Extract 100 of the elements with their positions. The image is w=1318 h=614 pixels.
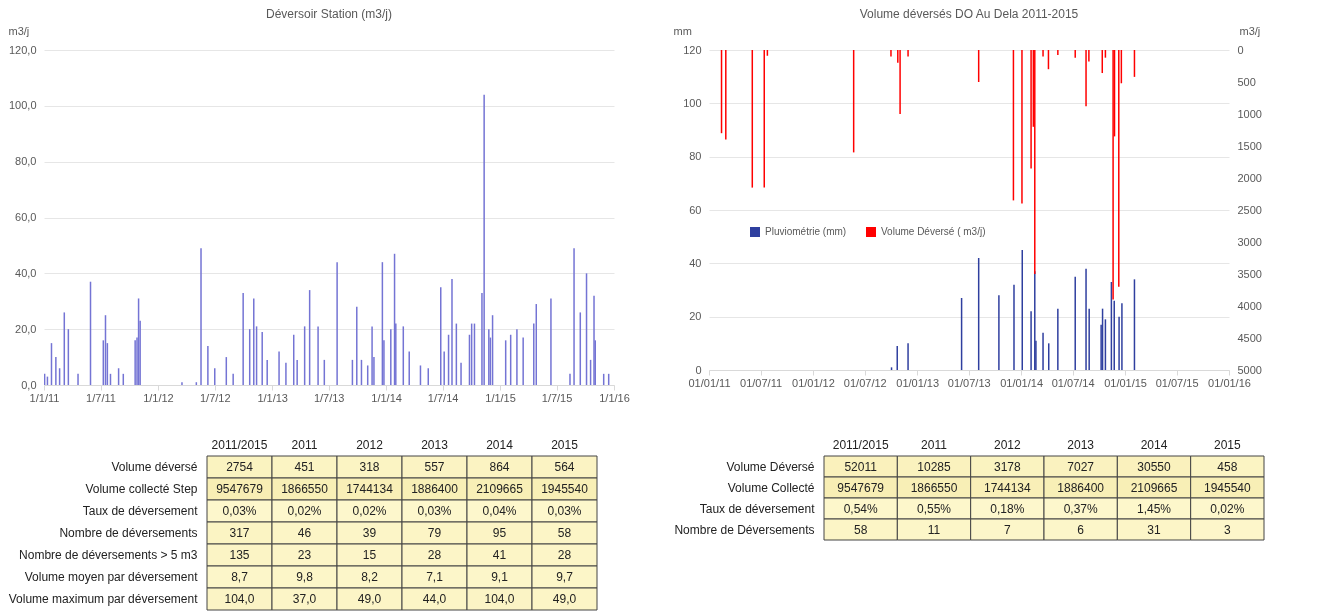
data-label: 11 xyxy=(927,522,941,537)
y2-axis-title: m3/j xyxy=(1239,24,1261,37)
y2-tick-label: 0 xyxy=(1237,43,1244,56)
data-label: 28 xyxy=(557,548,572,562)
data-label: 317 xyxy=(229,526,250,540)
x-tick-label: 01/01/15 xyxy=(1104,376,1147,389)
y-tick-label: 20,0 xyxy=(15,322,37,335)
x-tick-label: 2014 xyxy=(1140,437,1168,452)
data-label: 0,03% xyxy=(417,504,452,518)
data-label: 0,03% xyxy=(547,504,582,518)
x-tick-label: 2011/2015 xyxy=(832,437,889,452)
data-label: 7,1 xyxy=(426,570,444,584)
data-label: 8,2 xyxy=(361,570,379,584)
y-tick-label: Nombre de déversements xyxy=(59,526,198,540)
data-label: 15 xyxy=(362,548,377,562)
y-tick-label: 60 xyxy=(689,203,702,216)
x-tick-label: 2015 xyxy=(551,437,579,452)
data-label: 30550 xyxy=(1137,459,1172,474)
data-label: 1744134 xyxy=(983,480,1032,495)
y2-tick-label: 1000 xyxy=(1237,107,1262,120)
x-tick-label: 01/07/11 xyxy=(740,376,783,389)
x-tick-label: 2012 xyxy=(356,437,384,452)
x-tick-label: 01/07/15 xyxy=(1155,376,1199,389)
data-label: 10285 xyxy=(917,459,952,474)
data-label: 0,04% xyxy=(482,504,517,518)
data-label: 79 xyxy=(427,526,442,540)
y-tick-label: 40 xyxy=(689,256,702,269)
y-tick-label: Volume Collecté xyxy=(727,480,815,495)
y-tick-label: Volume collecté Step xyxy=(85,482,198,496)
data-label: 7027 xyxy=(1067,459,1095,474)
data-label: 6 xyxy=(1077,522,1085,537)
x-tick-label: 1/1/13 xyxy=(257,391,288,404)
legend-label: Pluviométrie (mm) xyxy=(765,226,847,237)
data-label: 49,0 xyxy=(357,592,382,606)
data-label: 2754 xyxy=(226,460,254,474)
data-label: 564 xyxy=(554,460,575,474)
x-tick-label: 01/01/11 xyxy=(688,376,731,389)
data-label: 104,0 xyxy=(484,592,515,606)
data-label: 39 xyxy=(362,526,377,540)
x-tick-label: 2011 xyxy=(921,437,948,452)
x-tick-label: 01/07/14 xyxy=(1051,376,1095,389)
y-tick-label: Nombre de déversements > 5 m3 xyxy=(19,548,198,562)
y-tick-label: Taux de déversement xyxy=(699,501,816,516)
data-label: 3 xyxy=(1223,522,1231,537)
y2-tick-label: 2500 xyxy=(1237,203,1262,216)
x-tick-label: 2013 xyxy=(421,437,449,452)
data-label: 135 xyxy=(229,548,250,562)
x-tick-label: 1/7/14 xyxy=(427,391,459,404)
data-label: 95 xyxy=(492,526,507,540)
y-tick-label: 120 xyxy=(683,43,702,56)
x-tick-label: 2011 xyxy=(291,437,318,452)
x-tick-label: 1/1/14 xyxy=(371,391,402,404)
y-tick-label: Volume maximum par déversement xyxy=(8,592,199,606)
y-tick-label: 0,0 xyxy=(21,378,37,391)
x-tick-label: 2012 xyxy=(993,437,1021,452)
data-label: 451 xyxy=(294,460,315,474)
data-label: 9,8 xyxy=(296,570,314,584)
y-tick-label: 100 xyxy=(683,96,702,109)
y2-tick-label: 3000 xyxy=(1237,235,1262,248)
y-tick-label: 40,0 xyxy=(15,266,37,279)
data-label: 9547679 xyxy=(837,480,885,495)
data-label: 557 xyxy=(424,460,445,474)
data-label: 41 xyxy=(492,548,507,562)
data-label: 318 xyxy=(359,460,380,474)
data-label: 0,02% xyxy=(287,504,322,518)
data-label: 9,1 xyxy=(491,570,509,584)
data-label: 864 xyxy=(489,460,510,474)
data-label: 46 xyxy=(297,526,312,540)
data-label: 3178 xyxy=(993,459,1021,474)
y-tick-label: Taux de déversement xyxy=(82,504,199,518)
y-tick-label: 80 xyxy=(689,150,702,163)
data-label: 23 xyxy=(297,548,312,562)
y-tick-label: 60,0 xyxy=(15,211,37,223)
data-label: 49,0 xyxy=(552,592,577,606)
x-tick-label: 1/7/11 xyxy=(86,391,116,404)
data-label: 0,03% xyxy=(222,504,257,518)
x-tick-label: 2015 xyxy=(1213,437,1241,452)
y-tick-label: Volume déversé xyxy=(111,460,198,474)
y-tick-label: 0 xyxy=(695,363,702,376)
chart-title: Volume déversés DO Au Dela 2011-2015 xyxy=(859,7,1079,21)
y-tick-label: 80,0 xyxy=(15,155,37,168)
x-tick-label: 1/7/13 xyxy=(313,391,345,404)
chart-title: Déversoir Station (m3/j) xyxy=(265,7,393,21)
data-label: 1945540 xyxy=(1203,480,1252,495)
x-tick-label: 2014 xyxy=(486,437,514,452)
y2-tick-label: 1500 xyxy=(1237,139,1262,152)
x-tick-label: 01/01/12 xyxy=(792,376,835,389)
data-label: 458 xyxy=(1217,459,1238,474)
x-tick-label: 01/01/16 xyxy=(1208,376,1251,389)
y-tick-label: 100,0 xyxy=(8,99,37,112)
y2-tick-label: 2000 xyxy=(1237,171,1262,184)
data-label: 1866550 xyxy=(281,482,329,496)
y2-tick-label: 5000 xyxy=(1237,363,1262,376)
data-label: 0,02% xyxy=(1210,501,1245,516)
data-label: 0,18% xyxy=(990,501,1025,516)
data-label: 0,54% xyxy=(843,501,879,516)
y-tick-label: Volume Déversé xyxy=(726,459,815,474)
data-label: 1945540 xyxy=(541,482,589,496)
x-tick-label: 1/7/15 xyxy=(541,391,573,404)
data-label: 2109665 xyxy=(1130,480,1178,495)
